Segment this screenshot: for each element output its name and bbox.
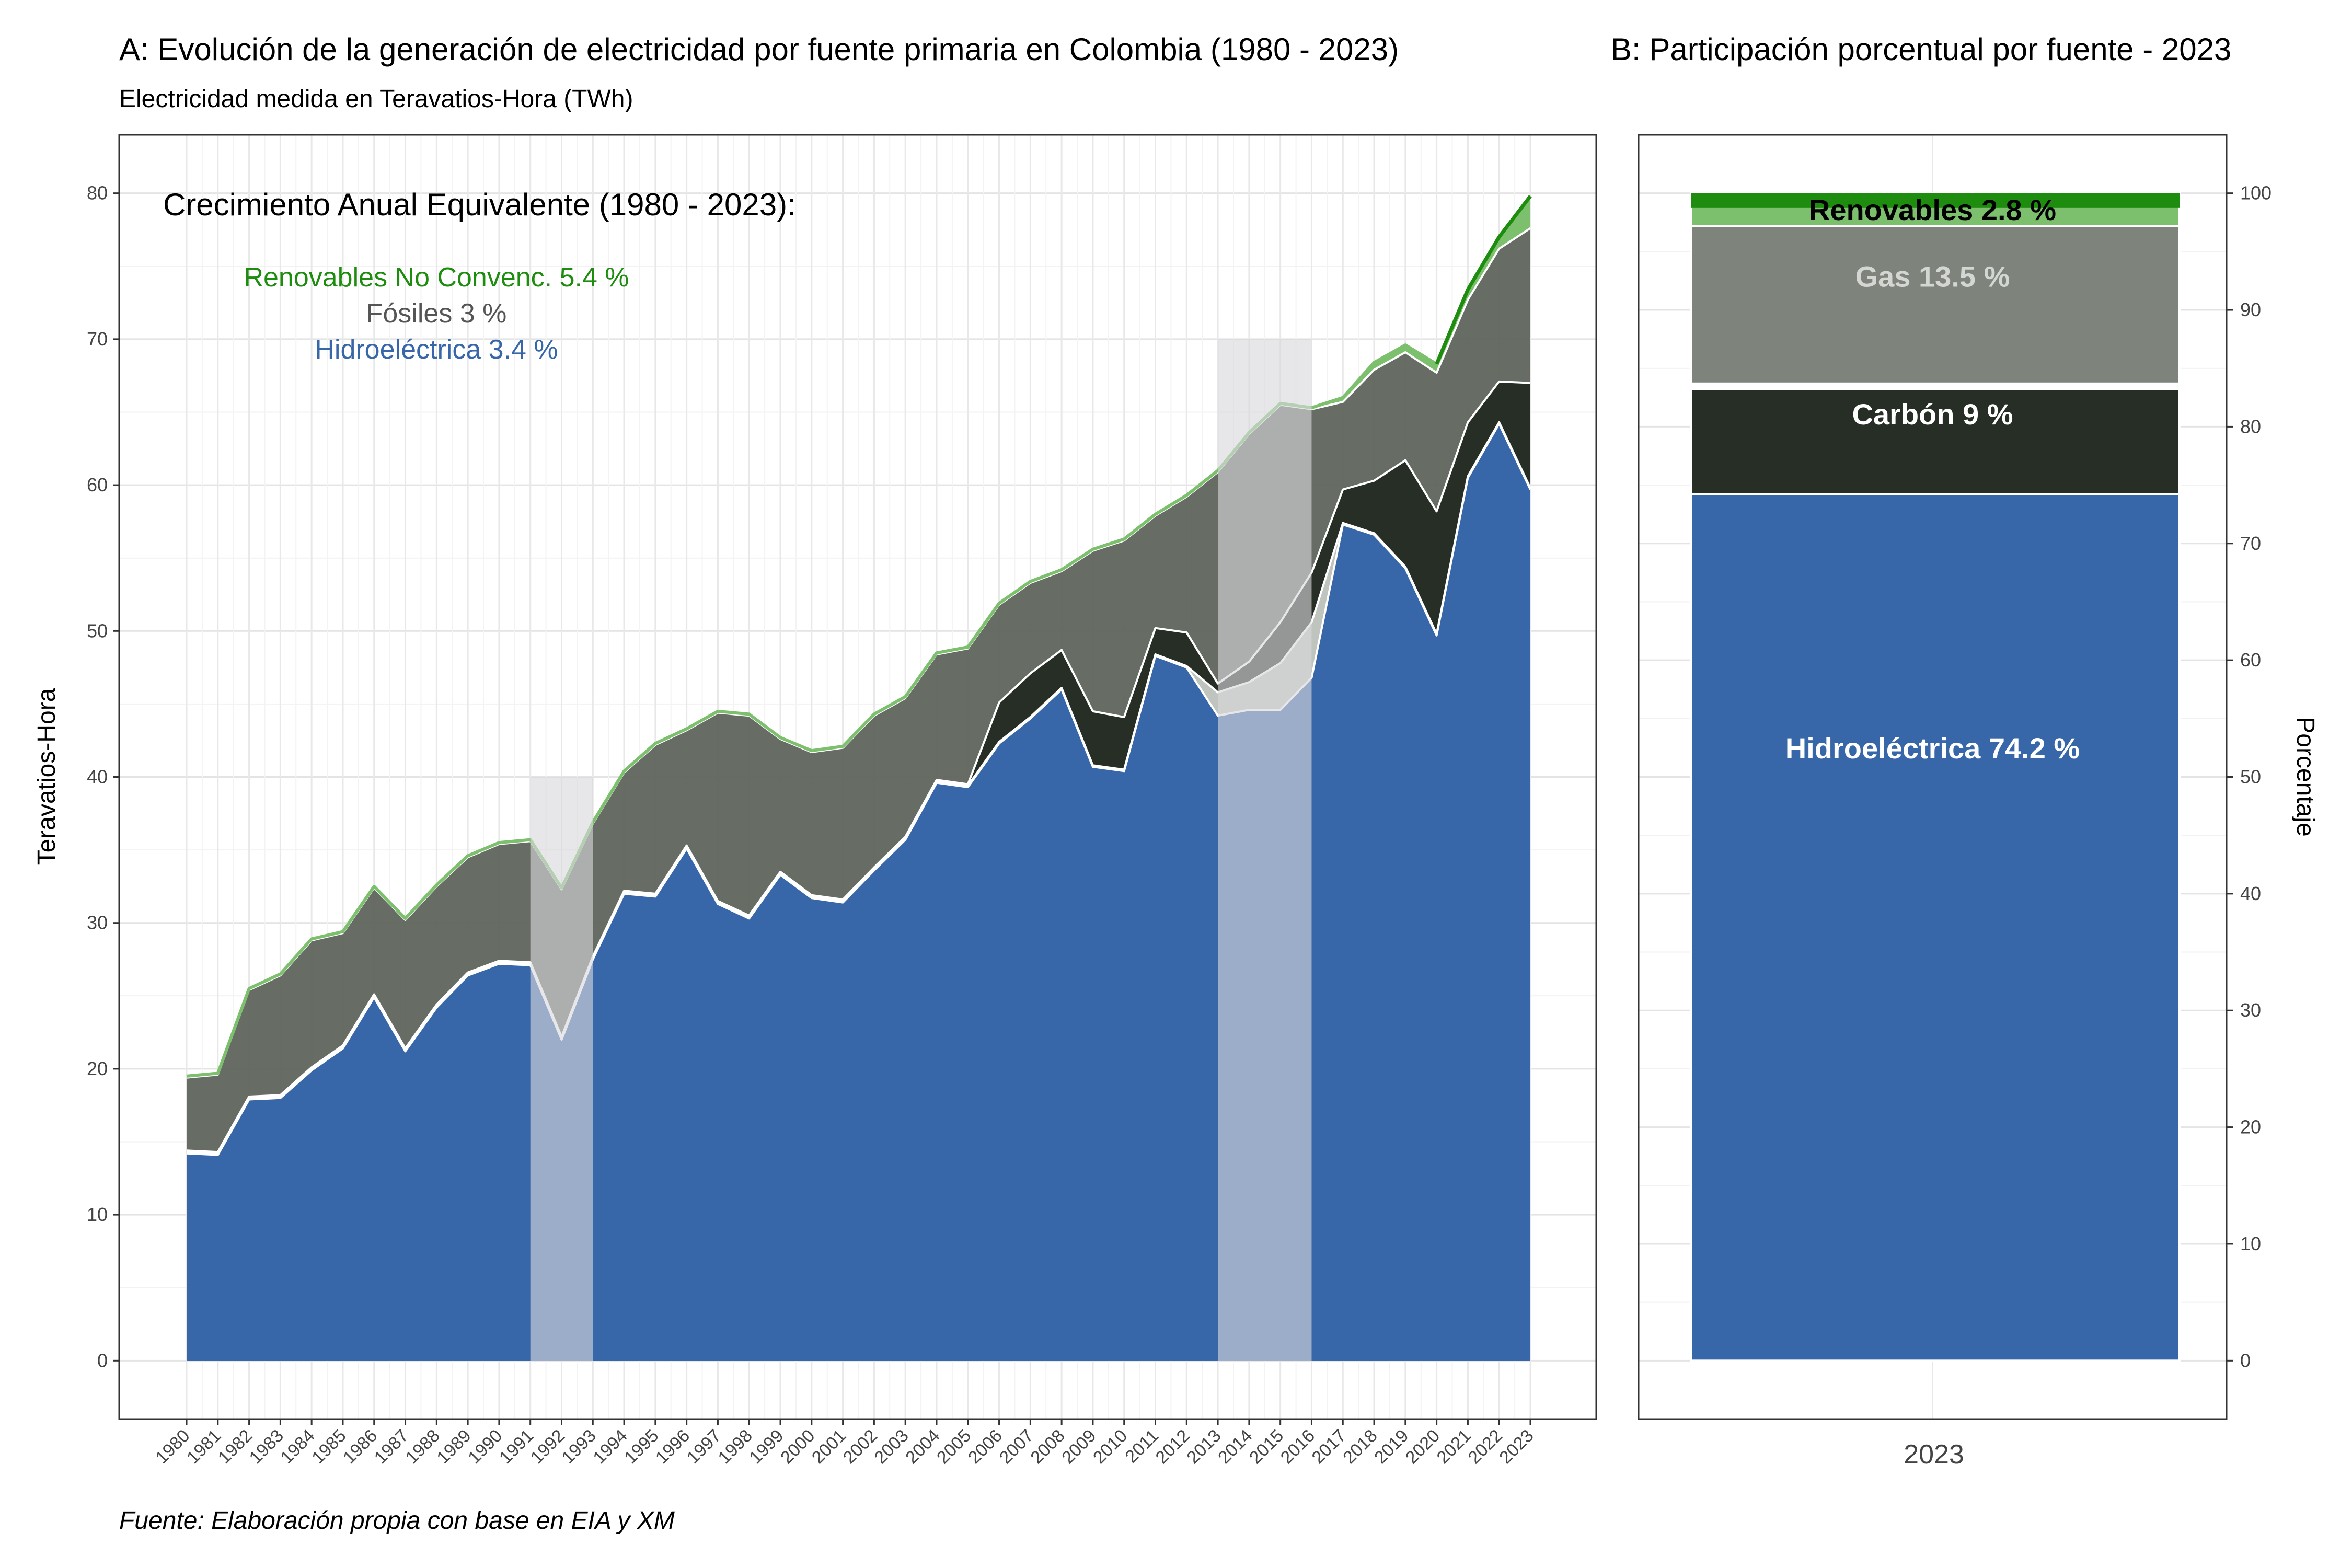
bar-segment-coal — [1690, 388, 2181, 495]
y-tick-label: 0 — [97, 1350, 108, 1371]
x-tick-label: 2001 — [808, 1426, 850, 1468]
panel-b-stacked-bar — [1690, 192, 2181, 1362]
x-tick-label: 1980 — [152, 1426, 193, 1468]
panel-a-x-axis: 1980198119821983198419851986198719881989… — [152, 1419, 1538, 1468]
source-note: Fuente: Elaboración propia con base en E… — [119, 1507, 675, 1535]
x-tick-label: 1983 — [246, 1426, 287, 1468]
x-tick-label: 2015 — [1246, 1426, 1287, 1468]
x-tick-label: 2017 — [1308, 1426, 1350, 1468]
x-tick-label: 1988 — [402, 1426, 444, 1468]
panel-b-y-label: Porcentaje — [2291, 717, 2319, 836]
y-tick-label: 30 — [87, 912, 108, 933]
y-tick-label: 30 — [2240, 999, 2261, 1021]
y-tick-label: 0 — [2240, 1350, 2251, 1371]
y-tick-label: 90 — [2240, 299, 2261, 320]
x-tick-label: 2021 — [1433, 1426, 1475, 1468]
y-tick-label: 80 — [87, 182, 108, 204]
x-tick-label: 1997 — [683, 1426, 725, 1468]
segment-label-renew: Renovables 2.8 % — [1809, 193, 2056, 226]
x-tick-label: 2008 — [1027, 1426, 1068, 1468]
panel-a-subtitle: Electricidad medida en Teravatios-Hora (… — [119, 85, 633, 113]
x-tick-label: 2013 — [1183, 1426, 1225, 1468]
area-hydro — [187, 423, 1530, 1361]
x-tick-label: 2009 — [1058, 1426, 1100, 1468]
annotation-fossils: Fósiles 3 % — [366, 298, 507, 329]
x-tick-label: 2014 — [1214, 1426, 1256, 1468]
y-tick-label: 20 — [87, 1058, 108, 1079]
x-tick-label: 1994 — [589, 1426, 631, 1468]
y-tick-label: 70 — [87, 328, 108, 350]
segment-label-coal: Carbón 9 % — [1852, 398, 2013, 431]
annotation-heading: Crecimiento Anual Equivalente (1980 - 20… — [163, 187, 796, 222]
x-tick-label: 2000 — [777, 1426, 818, 1468]
bar-segment-renew-dark — [1691, 193, 2180, 208]
y-tick-label: 20 — [2240, 1116, 2261, 1138]
x-tick-label: 1989 — [433, 1426, 475, 1468]
x-tick-label: 2020 — [1402, 1426, 1444, 1468]
y-tick-label: 50 — [87, 620, 108, 641]
x-tick-label: 1984 — [276, 1426, 318, 1468]
x-tick-label: 2004 — [902, 1426, 943, 1468]
x-tick-label: 2010 — [1089, 1426, 1131, 1468]
x-tick-label: 1999 — [745, 1426, 787, 1468]
x-tick-label: 1992 — [527, 1426, 569, 1468]
y-tick-label: 70 — [2240, 533, 2261, 554]
segment-label-hydro: Hidroeléctrica 74.2 % — [1785, 732, 2080, 765]
panel-b-y-axis: 0 10 20 30 40 50 60 70 80 90 100 — [2227, 182, 2272, 1371]
panel-b-chart: Hidroeléctrica 74.2 % Carbón 9 % Gas 13.5 … — [1638, 134, 2319, 1470]
x-tick-label: 2022 — [1465, 1426, 1506, 1468]
x-tick-label: 2005 — [933, 1426, 975, 1468]
panel-b-segment-labels: Hidroeléctrica 74.2 % Carbón 9 % Gas 13.5 … — [1785, 193, 2080, 765]
x-tick-label: 1985 — [308, 1426, 350, 1468]
x-tick-label: 1987 — [371, 1426, 412, 1468]
x-tick-label: 1991 — [495, 1426, 537, 1468]
x-tick-label: 2006 — [964, 1426, 1006, 1468]
x-tick-label: 1993 — [558, 1426, 600, 1468]
panel-b-title: B: Participación porcentual por fuente -… — [1611, 32, 2231, 67]
y-tick-label: 100 — [2240, 182, 2272, 204]
area-gas — [187, 228, 1530, 1152]
panel-a-shaded-periods — [530, 339, 1312, 1361]
x-tick-label: 2019 — [1370, 1426, 1412, 1468]
panel-a-areas — [186, 195, 1532, 1361]
y-tick-label: 60 — [87, 474, 108, 495]
x-tick-label: 2011 — [1122, 1426, 1163, 1467]
bar-segment-hydro — [1690, 493, 2181, 1362]
segment-label-gas: Gas 13.5 % — [1855, 260, 2010, 293]
y-tick-label: 40 — [87, 766, 108, 788]
annotation-renewables: Renovables No Convenc. 5.4 % — [244, 262, 629, 293]
panel-a-title: A: Evolución de la generación de electri… — [119, 32, 1399, 67]
y-tick-label: 10 — [2240, 1233, 2261, 1254]
x-tick-label: 1986 — [339, 1426, 381, 1468]
x-tick-label: 1990 — [464, 1426, 506, 1468]
panel-a-y-axis: 0 10 20 30 40 50 60 70 80 — [87, 182, 119, 1371]
x-tick-label: 1995 — [620, 1426, 662, 1468]
x-tick-label: 1996 — [652, 1426, 694, 1468]
x-tick-label: 2012 — [1152, 1426, 1194, 1468]
y-tick-label: 80 — [2240, 416, 2261, 437]
y-tick-label: 40 — [2240, 883, 2261, 904]
x-tick-label: 1981 — [183, 1426, 225, 1468]
panel-a-y-label: Teravatios-Hora — [33, 688, 61, 865]
x-tick-label: 2023 — [1495, 1426, 1537, 1468]
x-tick-label: 1982 — [214, 1426, 256, 1468]
y-tick-label: 60 — [2240, 649, 2261, 671]
line-renew-top — [1435, 195, 1532, 365]
x-tick-label: 1998 — [714, 1426, 756, 1468]
x-tick-label: 2003 — [870, 1426, 912, 1468]
annotation-hydro: Hidroeléctrica 3.4 % — [315, 335, 558, 365]
panel-b-x-category: 2023 — [1904, 1439, 1964, 1470]
x-tick-label: 2018 — [1339, 1426, 1381, 1468]
y-tick-label: 50 — [2240, 766, 2261, 788]
y-tick-label: 10 — [87, 1204, 108, 1225]
x-tick-label: 2007 — [996, 1426, 1037, 1468]
x-tick-label: 2016 — [1277, 1426, 1319, 1468]
bar-segment-gas — [1690, 225, 2181, 385]
shaded-period — [1218, 339, 1312, 1361]
shaded-period — [530, 777, 593, 1361]
x-tick-label: 2002 — [839, 1426, 881, 1468]
